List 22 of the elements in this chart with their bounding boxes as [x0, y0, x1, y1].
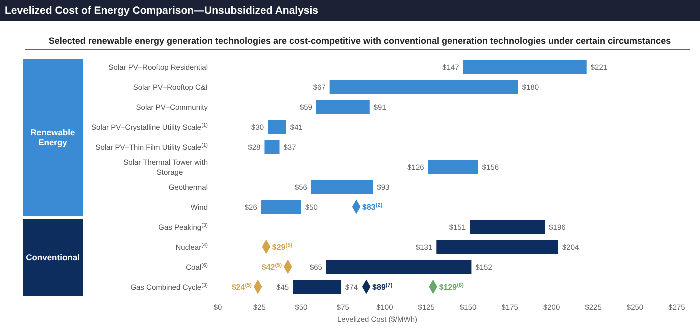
bar	[261, 200, 302, 214]
data-label: $129$^{(8)}$	[439, 282, 464, 292]
text: Renewable Energy	[30, 128, 76, 148]
bar	[293, 280, 342, 294]
data-label: $83$^{(2)}$	[362, 202, 383, 212]
chart-title: Levelized Cost of Energy Comparison—Unsubsidized Analysis	[5, 5, 319, 17]
bar	[268, 120, 286, 134]
data-label: $89$^{(7)}$	[372, 282, 393, 292]
bar	[311, 180, 374, 194]
data-label: $42$^{(5)}$	[262, 262, 282, 272]
bar	[463, 60, 587, 74]
text: Conventional	[26, 252, 80, 262]
data-label: $24$^{(5)}$	[232, 282, 252, 292]
bar	[436, 240, 558, 254]
bar	[264, 140, 280, 154]
bar	[326, 260, 472, 274]
bar	[330, 80, 518, 94]
bar	[428, 160, 478, 174]
chart-subtitle: Selected renewable energy generation technologies are cost-competitive with conventional generation technologies under certain circumstances	[48, 36, 672, 46]
bar	[470, 220, 546, 234]
data-label: $29$^{(5)}$	[272, 242, 293, 252]
bar	[316, 100, 370, 114]
